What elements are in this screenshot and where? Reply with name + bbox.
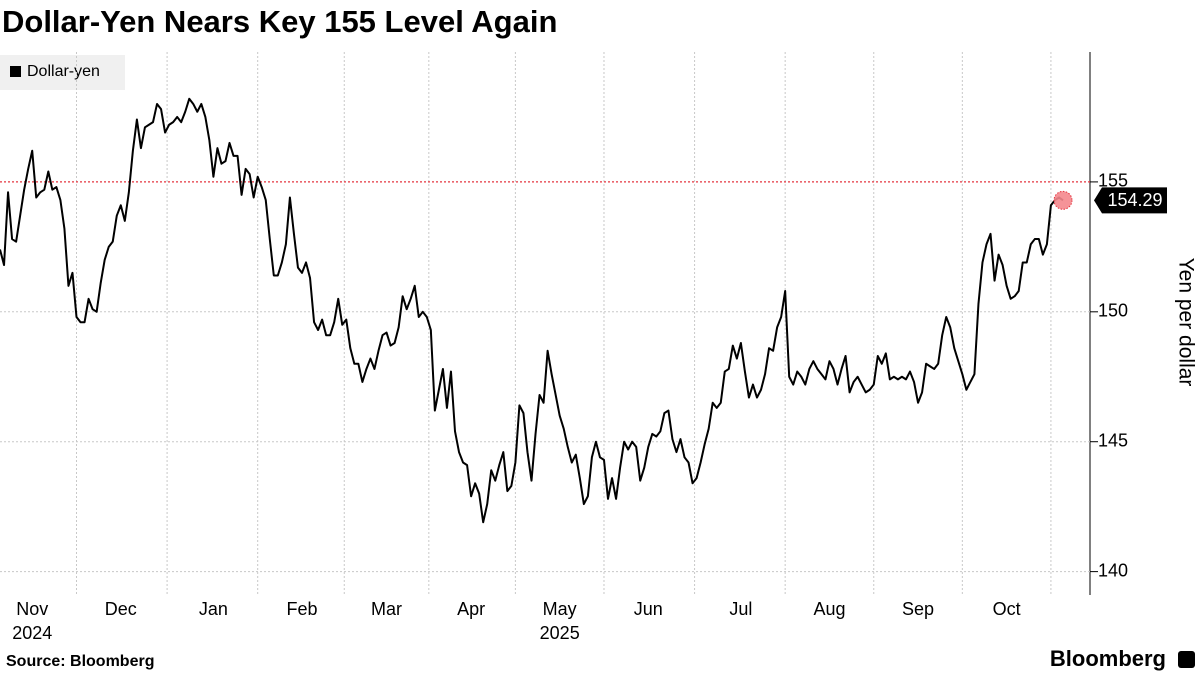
series-line <box>0 97 1064 524</box>
y-axis-title: Yen per dollar <box>1174 258 1197 387</box>
value-label: 154.29 <box>1107 190 1162 210</box>
x-tick-label: Jun <box>634 599 663 619</box>
chart-title: Dollar-Yen Nears Key 155 Level Again <box>2 4 557 39</box>
x-tick-label: Feb <box>286 599 317 619</box>
y-tick-label: 155 <box>1098 171 1128 191</box>
x-tick-label: Dec <box>105 599 137 619</box>
value-label-box <box>1094 187 1167 214</box>
x-tick-label: Apr <box>457 599 485 619</box>
x-tick-label: Sep <box>902 599 934 619</box>
x-tick-label: Mar <box>371 599 402 619</box>
x-year-label: 2025 <box>540 623 580 643</box>
x-tick-label: May <box>543 599 577 619</box>
x-tick-label: Jul <box>729 599 752 619</box>
last-point-marker <box>1053 190 1073 210</box>
brand-icon <box>1178 651 1195 668</box>
y-tick-label: 145 <box>1098 430 1128 450</box>
x-year-label: 2024 <box>12 623 52 643</box>
y-tick-label: 140 <box>1098 560 1128 580</box>
x-tick-label: Aug <box>813 599 845 619</box>
brand: Bloomberg <box>1050 646 1166 671</box>
x-tick-label: Jan <box>199 599 228 619</box>
y-tick-label: 150 <box>1098 301 1128 321</box>
x-tick-label: Oct <box>993 599 1021 619</box>
legend-swatch <box>10 66 21 77</box>
legend-label: Dollar-yen <box>27 63 100 80</box>
x-tick-label: Nov <box>16 599 48 619</box>
source: Source: Bloomberg <box>6 653 154 670</box>
